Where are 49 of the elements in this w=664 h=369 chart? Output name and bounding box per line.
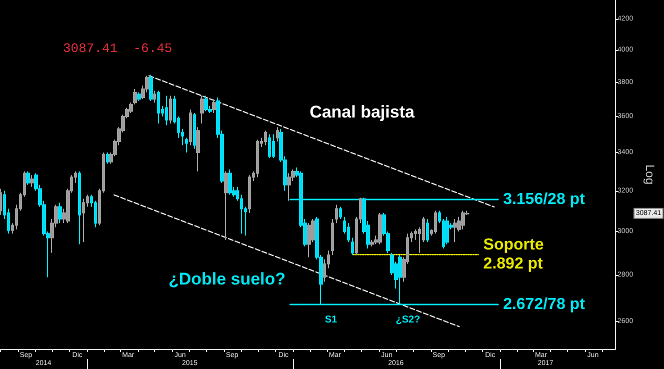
text: 3087.41 -6.45 <box>63 41 172 56</box>
candlestick <box>426 218 429 243</box>
candlestick <box>224 170 228 240</box>
candlestick <box>268 134 271 159</box>
candlestick <box>82 198 85 243</box>
candlestick <box>370 239 374 247</box>
candlestick <box>461 210 465 230</box>
candlestick <box>169 95 172 124</box>
candlestick <box>335 204 338 224</box>
annotation: ¿S2? <box>396 314 420 326</box>
candlestick <box>434 210 437 234</box>
y-axis-title: Log <box>643 164 657 185</box>
candlestick <box>153 90 156 104</box>
series-label: Soporte 2.892 pt <box>483 236 548 273</box>
candlestick <box>157 90 160 124</box>
candlestick <box>193 112 196 150</box>
series-label: 2.672/78 pt <box>503 296 586 313</box>
candlestick <box>378 212 382 245</box>
candlestick <box>137 92 141 102</box>
annotation: S1 <box>324 314 338 326</box>
series-label: 3.156/28 pt <box>503 190 586 208</box>
candlestick <box>272 134 275 159</box>
candlestick <box>30 174 34 188</box>
candlestick <box>204 95 208 112</box>
candlestick <box>200 95 204 124</box>
candlestick <box>189 108 192 146</box>
annotation: Canal bajista <box>310 102 415 122</box>
candlestick <box>339 206 342 220</box>
candlestick <box>307 222 311 258</box>
candlestick <box>256 139 259 178</box>
candlestick <box>453 218 457 243</box>
candlestick <box>248 174 251 214</box>
annotation: ¿Doble suelo? <box>168 270 286 288</box>
candlestick <box>264 130 267 146</box>
candlestick <box>106 152 109 164</box>
candlestick <box>287 172 291 202</box>
candlestick <box>212 98 216 114</box>
candlestick <box>26 170 30 186</box>
candlestick <box>445 216 449 245</box>
candlestick <box>58 202 62 224</box>
candlestick <box>196 126 200 172</box>
candlestick <box>331 218 334 256</box>
candlestick <box>351 237 354 256</box>
candlestick <box>165 95 168 126</box>
candlestick <box>185 137 188 154</box>
candlestick <box>149 74 153 102</box>
candlestick <box>276 126 279 142</box>
candlestick <box>228 168 232 196</box>
candlestick <box>78 170 81 245</box>
